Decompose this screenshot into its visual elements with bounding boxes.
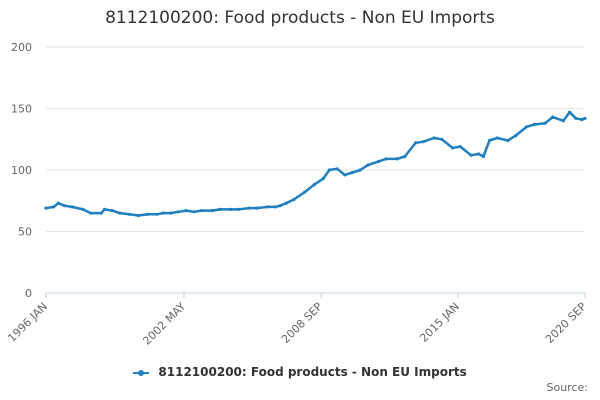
data-point — [481, 154, 485, 159]
data-point — [532, 122, 536, 127]
y-tick-label: 200 — [11, 41, 32, 54]
data-point — [118, 211, 122, 215]
data-point — [487, 138, 492, 143]
data-point — [506, 138, 510, 143]
data-point — [414, 141, 418, 145]
data-point — [451, 146, 455, 150]
data-point — [335, 167, 339, 171]
data-point — [580, 118, 584, 122]
data-point — [278, 204, 282, 208]
data-point — [321, 177, 325, 181]
x-tick: 2002 MAY — [140, 300, 188, 348]
data-point — [56, 201, 60, 205]
data-point — [169, 211, 173, 215]
y-tick-label: 0 — [25, 287, 32, 300]
data-point — [199, 209, 204, 213]
data-point — [236, 207, 241, 211]
data-point — [89, 211, 93, 215]
gridlines — [46, 46, 585, 294]
chart-title: 8112100200: Food products - Non EU Impor… — [105, 8, 495, 28]
data-point — [176, 210, 180, 214]
x-axis: 1996 JAN 2002 MAY 2008 SEP 2015 JAN 2020 SEP — [5, 292, 589, 348]
legend[interactable]: 8112100200: Food products - Non EU Impor… — [0, 365, 600, 379]
data-point — [284, 201, 288, 205]
data-point — [52, 205, 56, 209]
data-point — [350, 170, 355, 175]
data-point — [292, 197, 296, 202]
y-tick-label: 150 — [11, 103, 32, 116]
data-point — [303, 190, 307, 194]
data-point — [440, 137, 444, 141]
x-tick-label: 2002 MAY — [140, 300, 188, 348]
data-point — [343, 173, 347, 177]
data-point — [192, 210, 196, 214]
x-tick-label: 2015 JAN — [417, 300, 462, 345]
series-layer — [44, 110, 587, 218]
data-point — [99, 211, 103, 215]
x-tick-label: 2008 SEP — [279, 300, 325, 346]
data-point — [377, 159, 381, 163]
data-point — [432, 136, 436, 140]
y-tick: 0 — [25, 287, 32, 300]
data-point — [469, 153, 473, 157]
data-point — [583, 116, 587, 120]
data-point — [514, 134, 518, 138]
data-point — [568, 110, 572, 114]
data-point — [229, 207, 233, 211]
x-tick: 2015 JAN — [417, 300, 462, 345]
data-point — [81, 207, 85, 211]
source-credit[interactable]: Source: — [546, 381, 589, 394]
legend-swatch-icon — [133, 369, 150, 376]
data-point — [524, 125, 529, 129]
data-point — [136, 213, 140, 218]
x-tick-label: 2020 SEP — [543, 300, 589, 346]
data-point — [110, 209, 114, 213]
data-point — [366, 163, 370, 167]
data-point — [327, 168, 331, 172]
data-point — [155, 212, 159, 216]
data-point — [255, 206, 259, 210]
data-point — [403, 154, 407, 159]
data-point — [127, 212, 131, 216]
data-point — [102, 207, 107, 211]
series-line — [45, 110, 586, 217]
data-point — [44, 206, 48, 210]
x-tick: 1996 JAN — [5, 300, 50, 345]
data-point — [184, 209, 188, 213]
data-point — [395, 157, 399, 161]
data-point — [543, 121, 547, 125]
data-point — [458, 145, 462, 149]
x-tick: 2020 SEP — [543, 300, 589, 346]
y-tick-label: 100 — [11, 164, 32, 177]
data-point — [210, 209, 214, 213]
data-point — [146, 212, 150, 216]
data-point — [421, 140, 425, 144]
data-point — [218, 207, 222, 211]
data-point — [551, 115, 555, 119]
data-point — [70, 205, 74, 209]
y-tick: 200 — [11, 41, 32, 54]
y-tick: 150 — [11, 103, 32, 116]
data-point — [273, 205, 278, 209]
data-point — [384, 157, 388, 161]
data-point — [247, 206, 251, 210]
data-point — [161, 211, 165, 215]
data-point — [561, 119, 566, 123]
data-point — [574, 116, 578, 120]
data-point — [495, 136, 499, 140]
data-point — [477, 152, 481, 156]
y-tick: 50 — [18, 226, 32, 239]
data-point — [358, 168, 362, 172]
data-point — [266, 205, 270, 209]
x-tick: 2008 SEP — [279, 300, 325, 346]
legend-label: 8112100200: Food products - Non EU Impor… — [158, 365, 467, 379]
data-point — [62, 204, 67, 208]
y-axis: 0 50 100 150 200 — [11, 41, 32, 300]
x-tick-label: 1996 JAN — [5, 300, 50, 345]
data-point — [312, 183, 316, 187]
y-tick-label: 50 — [18, 226, 32, 239]
y-tick: 100 — [11, 164, 32, 177]
